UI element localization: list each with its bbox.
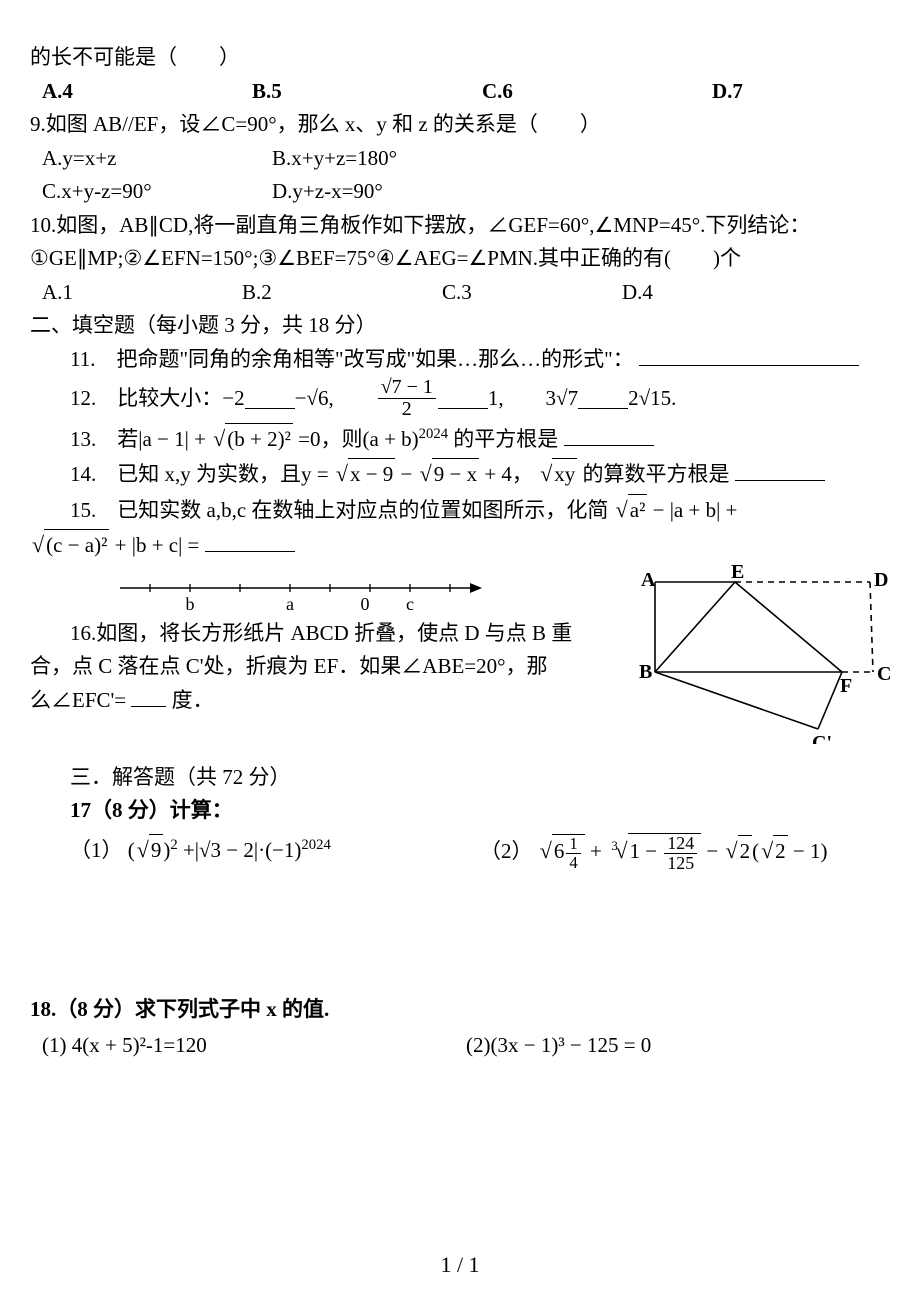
q11-blank [639,344,859,366]
svg-text:B: B [639,661,652,683]
q17-subs: （1） (9)2 +|√3 − 2|·(−1)2024 （2） 614 + 31… [30,833,890,872]
q15-l1a: 15. 已知实数 a,b,c 在数轴上对应点的位置如图所示，化简 [70,498,608,522]
q9-stem: 9.如图 AB//EF，设∠C=90°，那么 x、y 和 z 的关系是（ ） [30,109,890,141]
q10-choices: A.1 B.2 C.3 D.4 [30,277,890,309]
q16-l1: 16.如图，将长方形纸片 ABCD 折叠，使点 D 与点 B 重 [30,618,620,650]
q12-blank3 [578,387,628,409]
q17-sqrt9: 9 [135,833,164,867]
q15-sqrt-a2: a² [614,493,648,527]
q14: 14. 已知 x,y 为实数，且y = x − 9 − 9 − x + 4， x… [30,457,890,491]
q9-D: D.y+z-x=90° [272,176,383,208]
svg-text:E: E [731,564,744,583]
q10-D: D.4 [622,277,653,309]
q16-l3b: 度． [172,688,214,712]
q12-pre: 12. 比较大小：−2 [70,383,245,415]
q16-l3: 么∠EFC'= 度． [30,685,620,717]
q13-blank [564,424,654,446]
q11-text: 11. 把命题"同角的余角相等"改写成"如果…那么…的形式"： [70,347,634,371]
q13-tail: 的平方根是 [453,427,558,451]
q13-exp: 2024 [419,426,448,442]
q10-B: B.2 [242,277,442,309]
q15-line1: 15. 已知实数 a,b,c 在数轴上对应点的位置如图所示，化简 a² − |a… [30,493,890,527]
q16-l3a: 么∠EFC'= [30,688,126,712]
q18-2: (2)(3x − 1)³ − 125 = 0 [466,1030,890,1062]
q17-2: （2） 614 + 31 − 124125 − 2(2 − 1) [480,833,890,872]
q14-sqrt1: x − 9 [334,457,395,491]
q9-choices-2: C.x+y-z=90° D.y+z-x=90° [30,176,890,208]
q12-blank2 [438,387,488,409]
page-footer: 1 / 1 [0,1248,920,1281]
q9-choices-1: A.y=x+z B.x+y+z=180° [30,143,890,175]
q10-line1: 10.如图，AB∥CD,将一副直角三角板作如下摆放，∠GEF=60°,∠MNP=… [30,210,890,242]
q12-frac: √7 − 12 [378,377,436,420]
svg-text:D: D [874,569,888,591]
exam-page: 的长不可能是（ ） A.4 B.5 C.6 D.7 9.如图 AB//EF，设∠… [0,0,920,1301]
svg-text:A: A [641,569,656,591]
q17-1exp: 2024 [301,837,330,853]
q8-stem: 的长不可能是（ ） [30,42,890,74]
q14-pre: 14. 已知 x,y 为实数，且y = [70,462,334,486]
q10-line2: ①GE∥MP;②∠EFN=150°;③∠BEF=75°④∠AEG=∠PMN.其中… [30,243,890,275]
svg-text:F: F [840,675,852,697]
q14-minus: − [401,462,418,486]
q10-A: A.1 [42,277,242,309]
section3-title: 三．解答题（共 72 分） [30,762,890,794]
q9-A: A.y=x+z [42,143,272,175]
q17-sqrt2b: 2 [759,834,788,868]
q13-sqrt: (b + 2)² [211,422,293,456]
q17-1a: （1） [70,838,123,862]
svg-text:b: b [186,594,195,614]
svg-text:c: c [406,594,414,614]
q13: 13. 若|a − 1| + (b + 2)² =0，则(a + b)2024 … [30,422,890,456]
svg-text:a: a [286,594,294,614]
numberline-figure: b a 0 c [110,570,620,614]
q18-subs: (1) 4(x + 5)²-1=120 (2)(3x − 1)³ − 125 =… [30,1030,890,1062]
q8-C: C.6 [482,76,652,108]
q11: 11. 把命题"同角的余角相等"改写成"如果…那么…的形式"： [30,344,890,376]
q15-line2: (c − a)² + |b + c| = [30,528,890,562]
q8-D: D.7 [712,76,743,108]
svg-text:0: 0 [361,594,370,614]
q14-sqrt2: 9 − x [418,457,479,491]
section2-title: 二、填空题（每小题 3 分，共 18 分） [30,310,890,342]
q14-sqrt3: xy [538,457,577,491]
q17-sqrt2a: 2 [723,834,752,868]
q17-1: （1） (9)2 +|√3 − 2|·(−1)2024 [70,833,480,872]
q18-1: (1) 4(x + 5)²-1=120 [42,1030,466,1062]
q13-mid: =0，则(a + b) [298,427,419,451]
q9-B: B.x+y+z=180° [272,143,397,175]
q15-sqrt-ca: (c − a)² [30,528,109,562]
q17-2a: （2） [480,839,533,863]
q14-blank [735,459,825,481]
q16-l2: 合，点 C 落在点 C'处，折痕为 EF．如果∠ABE=20°，那 [30,651,620,683]
q10-C: C.3 [442,277,622,309]
svg-text:C': C' [812,732,832,744]
q16-wrap: b a 0 c 16.如图，将长方形纸片 ABCD 折叠，使点 D 与点 B 重 合，… [30,564,890,744]
q12-tail: 2√15. [628,383,676,415]
q16-textcol: b a 0 c 16.如图，将长方形纸片 ABCD 折叠，使点 D 与点 B 重 合，… [30,564,630,719]
q13-pre: 13. 若|a − 1| + [70,427,211,451]
q12-blank1 [245,387,295,409]
q17-sqrt-mixed: 614 [538,834,585,871]
q8-B: B.5 [252,76,422,108]
q8-A: A.4 [42,76,192,108]
spacer-1 [30,872,890,992]
q8-choices: A.4 B.5 C.6 D.7 [30,76,890,108]
q9-C: C.x+y-z=90° [42,176,272,208]
q12-mid2: 1, 3√7 [488,383,578,415]
q17-head: 17（8 分）计算： [30,795,890,827]
q15-l2a: + |b + c| = [115,533,200,557]
q14-mid: + 4， [484,462,533,486]
q15-l1b: − |a + b| + [653,498,738,522]
q14-tail: 的算数平方根是 [583,462,730,486]
svg-text:C: C [877,663,890,685]
q17-1b: +|√3 − 2|·(−1) [183,838,301,862]
fold-figure: A E D B F C C' [630,564,890,744]
q12: 12. 比较大小：−2 −√6, √7 − 12 1, 3√7 2√15. [30,377,890,420]
q15-blank [205,530,295,552]
q18-head: 18.（8 分）求下列式子中 x 的值. [30,994,890,1026]
q16-blank [131,685,166,707]
q12-mid1: −√6, [295,383,376,415]
